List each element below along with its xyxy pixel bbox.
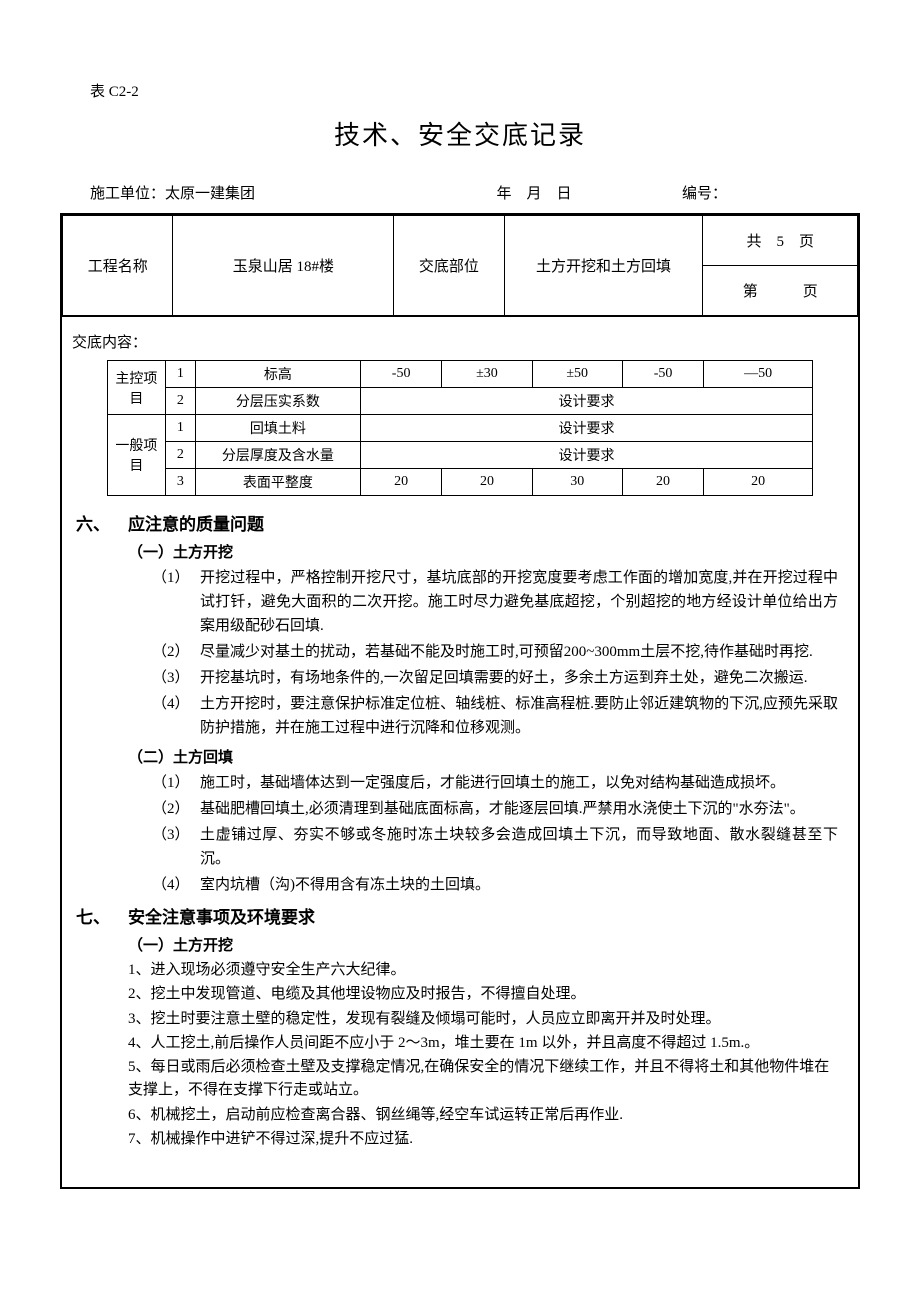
page-total: 共 5 页 bbox=[703, 216, 858, 266]
row-span: 设计要求 bbox=[360, 415, 812, 442]
list-item: （3） 开挖基坑时，有场地条件的,一次留足回填需要的好土，多余土方运到弃土处，避… bbox=[152, 666, 838, 690]
number-label: 编号： bbox=[682, 186, 727, 202]
row-num: 1 bbox=[165, 415, 195, 442]
header-table: 工程名称 玉泉山居 18#楼 交底部位 土方开挖和土方回填 共 5 页 第 页 bbox=[62, 215, 858, 316]
line: 5、每日或雨后必须检查土壁及支撑稳定情况,在确保安全的情况下继续工作，并且不得将… bbox=[128, 1056, 838, 1103]
row-item: 标高 bbox=[195, 361, 360, 388]
date-field: 年 月 日 bbox=[496, 186, 571, 202]
info-row: 施工单位：太原一建集团 年 月 日 编号： bbox=[60, 182, 860, 203]
row-span: 设计要求 bbox=[360, 442, 812, 469]
list-item: （2） 尽量减少对基土的扰动，若基础不能及时施工时,可预留200~300mm土层… bbox=[152, 640, 838, 664]
sub-heading-2: （二）土方回填 bbox=[128, 746, 848, 767]
val: 30 bbox=[532, 469, 622, 496]
marker: （2） bbox=[152, 640, 200, 664]
section-heading: 应注意的质量问题 bbox=[128, 510, 264, 535]
item-text: 开挖过程中，严格控制开挖尺寸，基坑底部的开挖宽度要考虑工作面的增加宽度,并在开挖… bbox=[200, 566, 838, 638]
item-text: 土虚铺过厚、夯实不够或冬施时冻土块较多会造成回填土下沉，而导致地面、散水裂缝甚至… bbox=[200, 823, 838, 871]
val: ±30 bbox=[442, 361, 532, 388]
item-text: 室内坑槽（沟)不得用含有冻土块的土回填。 bbox=[200, 873, 838, 897]
sub-heading-7-1: （一）土方开挖 bbox=[128, 934, 848, 955]
item-text: 开挖基坑时，有场地条件的,一次留足回填需要的好土，多余土方运到弃土处，避免二次搬… bbox=[200, 666, 838, 690]
proj-name: 玉泉山居 18#楼 bbox=[173, 216, 394, 316]
item-text: 土方开挖时，要注意保护标准定位桩、轴线桩、标准高程桩.要防止邻近建筑物的下沉,应… bbox=[200, 692, 838, 740]
eval-table: 主控项目 1 标高 -50 ±30 ±50 -50 —50 2 分层压实系数 设… bbox=[107, 360, 813, 496]
sub-heading-1: （一）土方开挖 bbox=[128, 541, 848, 562]
marker: （1） bbox=[152, 566, 200, 638]
row-num: 1 bbox=[165, 361, 195, 388]
marker: （3） bbox=[152, 823, 200, 871]
list-item: （4） 土方开挖时，要注意保护标准定位桩、轴线桩、标准高程桩.要防止邻近建筑物的… bbox=[152, 692, 838, 740]
val: ±50 bbox=[532, 361, 622, 388]
section-num: 七、 bbox=[72, 903, 128, 928]
line: 4、人工挖土,前后操作人员间距不应小于 2～3m，堆土要在 1m 以外，并且高度… bbox=[128, 1032, 838, 1055]
row-num: 2 bbox=[165, 388, 195, 415]
row-num: 3 bbox=[165, 469, 195, 496]
row-num: 2 bbox=[165, 442, 195, 469]
doc-title: 技术、安全交底记录 bbox=[60, 115, 860, 152]
marker: （1） bbox=[152, 771, 200, 795]
list-item: （2） 基础肥槽回填土,必须清理到基础底面标高，才能逐层回填.严禁用水浇使土下沉… bbox=[152, 797, 838, 821]
val: 20 bbox=[704, 469, 813, 496]
marker: （2） bbox=[152, 797, 200, 821]
val: -50 bbox=[622, 361, 703, 388]
item-text: 施工时，基础墙体达到一定强度后，才能进行回填土的施工，以免对结构基础造成损坏。 bbox=[200, 771, 838, 795]
form-code: 表 C2-2 bbox=[90, 80, 860, 101]
unit-label: 施工单位： bbox=[90, 186, 165, 202]
row-item: 表面平整度 bbox=[195, 469, 360, 496]
cat-general: 一般项目 bbox=[107, 415, 165, 496]
line: 2、挖土中发现管道、电缆及其他埋设物应及时报告，不得擅自处理。 bbox=[128, 983, 838, 1006]
cat-main: 主控项目 bbox=[107, 361, 165, 415]
list-item: （3） 土虚铺过厚、夯实不够或冬施时冻土块较多会造成回填土下沉，而导致地面、散水… bbox=[152, 823, 838, 871]
line: 6、机械挖土，启动前应检查离合器、钢丝绳等,经空车试运转正常后再作业. bbox=[128, 1104, 838, 1127]
para-list: 1、进入现场必须遵守安全生产六大纪律。 2、挖土中发现管道、电缆及其他埋设物应及… bbox=[128, 959, 838, 1151]
line: 1、进入现场必须遵守安全生产六大纪律。 bbox=[128, 959, 838, 982]
marker: （3） bbox=[152, 666, 200, 690]
val: -50 bbox=[360, 361, 441, 388]
item-text: 尽量减少对基土的扰动，若基础不能及时施工时,可预留200~300mm土层不挖,待… bbox=[200, 640, 838, 664]
list-item: （4） 室内坑槽（沟)不得用含有冻土块的土回填。 bbox=[152, 873, 838, 897]
list-item: （1） 施工时，基础墙体达到一定强度后，才能进行回填土的施工，以免对结构基础造成… bbox=[152, 771, 838, 795]
unit-value: 太原一建集团 bbox=[165, 186, 255, 202]
item-text: 基础肥槽回填土,必须清理到基础底面标高，才能逐层回填.严禁用水浇使土下沉的"水夯… bbox=[200, 797, 838, 821]
marker: （4） bbox=[152, 873, 200, 897]
pos-value: 土方开挖和土方回填 bbox=[504, 216, 703, 316]
section-heading: 安全注意事项及环境要求 bbox=[128, 903, 315, 928]
row-item: 回填土料 bbox=[195, 415, 360, 442]
proj-label: 工程名称 bbox=[63, 216, 173, 316]
val: 20 bbox=[360, 469, 441, 496]
row-item: 分层压实系数 bbox=[195, 388, 360, 415]
val: —50 bbox=[704, 361, 813, 388]
row-span: 设计要求 bbox=[360, 388, 812, 415]
list-item: （1） 开挖过程中，严格控制开挖尺寸，基坑底部的开挖宽度要考虑工作面的增加宽度,… bbox=[152, 566, 838, 638]
section-num: 六、 bbox=[72, 510, 128, 535]
line: 3、挖土时要注意土壁的稳定性，发现有裂缝及倾塌可能时，人员应立即离开并及时处理。 bbox=[128, 1008, 838, 1031]
content-label: 交底内容： bbox=[72, 325, 848, 360]
line: 7、机械操作中进铲不得过深,提升不应过猛. bbox=[128, 1128, 838, 1151]
val: 20 bbox=[442, 469, 532, 496]
row-item: 分层厚度及含水量 bbox=[195, 442, 360, 469]
main-container-table: 工程名称 玉泉山居 18#楼 交底部位 土方开挖和土方回填 共 5 页 第 页 … bbox=[60, 213, 860, 1189]
section-7: 七、 安全注意事项及环境要求 （一）土方开挖 1、进入现场必须遵守安全生产六大纪… bbox=[72, 903, 848, 1151]
page-current: 第 页 bbox=[703, 266, 858, 316]
section-6: 六、 应注意的质量问题 （一）土方开挖 （1） 开挖过程中，严格控制开挖尺寸，基… bbox=[72, 510, 848, 897]
marker: （4） bbox=[152, 692, 200, 740]
pos-label: 交底部位 bbox=[394, 216, 504, 316]
content-body: 交底内容： 主控项目 1 标高 -50 ±30 ±50 -50 —50 2 bbox=[62, 317, 858, 1187]
val: 20 bbox=[622, 469, 703, 496]
